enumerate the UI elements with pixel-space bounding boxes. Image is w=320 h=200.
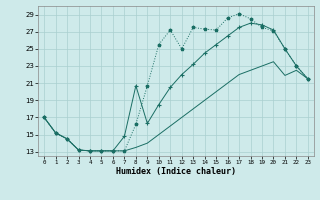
X-axis label: Humidex (Indice chaleur): Humidex (Indice chaleur): [116, 167, 236, 176]
